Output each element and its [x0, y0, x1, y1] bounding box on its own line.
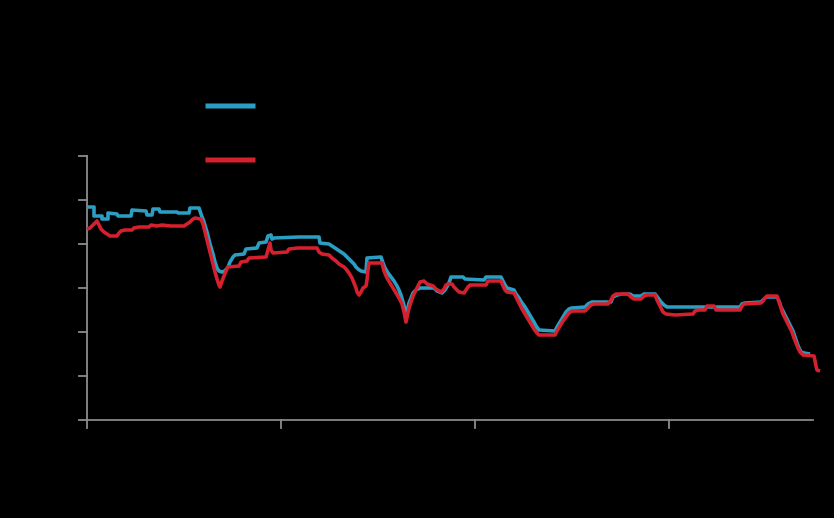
cyan-series-line — [87, 205, 811, 356]
plot-lines — [86, 205, 821, 373]
y-axis — [78, 155, 88, 421]
legend — [205, 103, 256, 163]
x-axis — [86, 419, 814, 429]
red-series-line — [86, 216, 821, 373]
